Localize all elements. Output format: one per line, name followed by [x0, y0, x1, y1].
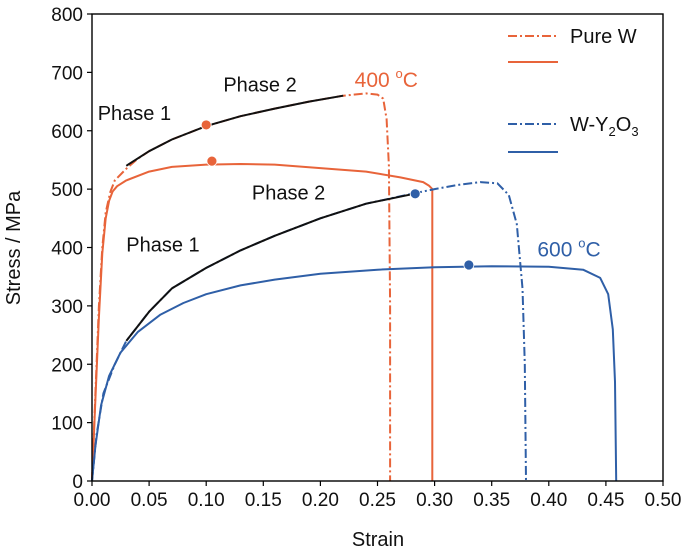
x-tick-label: 0.40 [530, 490, 567, 511]
x-axis-ticks: 0.00 0.05 0.10 0.15 0.20 0.25 0.30 0.35 0.40 0.45… [74, 481, 682, 511]
marker-layer [200, 119, 475, 271]
x-tick-label: 0.30 [416, 490, 453, 511]
y-tick-label: 600 [51, 122, 83, 143]
temperature-label-1: 600 oC [537, 235, 600, 261]
legend-label-0: Pure W [570, 26, 637, 48]
y-axis-ticks: 0 100 200 300 400 500 600 700 800 [51, 5, 92, 493]
x-axis-label: Strain [352, 529, 404, 551]
transition-marker-1 [206, 155, 218, 167]
transition-marker-0 [200, 119, 212, 131]
x-tick-label: 0.05 [131, 490, 168, 511]
y-tick-label: 200 [51, 355, 83, 376]
series-line-3 [91, 265, 618, 482]
y-tick-label: 300 [51, 297, 83, 318]
phase-label-1: Phase 2 [223, 75, 296, 97]
y-tick-label: 400 [51, 239, 83, 260]
series-line-1 [91, 163, 434, 482]
x-tick-label: 0.10 [188, 490, 225, 511]
x-tick-label: 0.00 [74, 490, 111, 511]
series-line-4 [125, 94, 344, 167]
y-tick-label: 700 [51, 63, 83, 84]
temperature-label-0: 400 oC [355, 66, 418, 92]
x-tick-label: 0.15 [245, 490, 282, 511]
y-tick-label: 800 [51, 5, 83, 26]
x-tick-label: 0.20 [302, 490, 339, 511]
series-line-2 [91, 181, 527, 482]
transition-marker-3 [463, 259, 475, 271]
phase-label-2: Phase 2 [252, 183, 325, 205]
y-axis-label: Stress / MPa [3, 190, 25, 305]
series-line-0 [91, 92, 392, 482]
y-tick-label: 500 [51, 180, 83, 201]
x-tick-label: 0.45 [587, 490, 624, 511]
phase-label-3: Phase 1 [126, 235, 199, 257]
transition-marker-2 [409, 188, 421, 200]
legend: Pure W W-Y2O3 [508, 26, 639, 153]
y-tick-label: 100 [51, 414, 83, 435]
x-tick-label: 0.25 [359, 490, 396, 511]
series-line-5 [125, 192, 415, 342]
y-tick-label: 0 [72, 472, 83, 493]
annotation-layer: Phase 1 Phase 2 Phase 2 Phase 1 400 oC 600 oC [98, 66, 601, 261]
phase-label-0: Phase 1 [98, 103, 171, 125]
x-tick-label: 0.35 [473, 490, 510, 511]
legend-label-2: W-Y2O3 [570, 114, 639, 139]
x-tick-label: 0.50 [645, 490, 682, 511]
